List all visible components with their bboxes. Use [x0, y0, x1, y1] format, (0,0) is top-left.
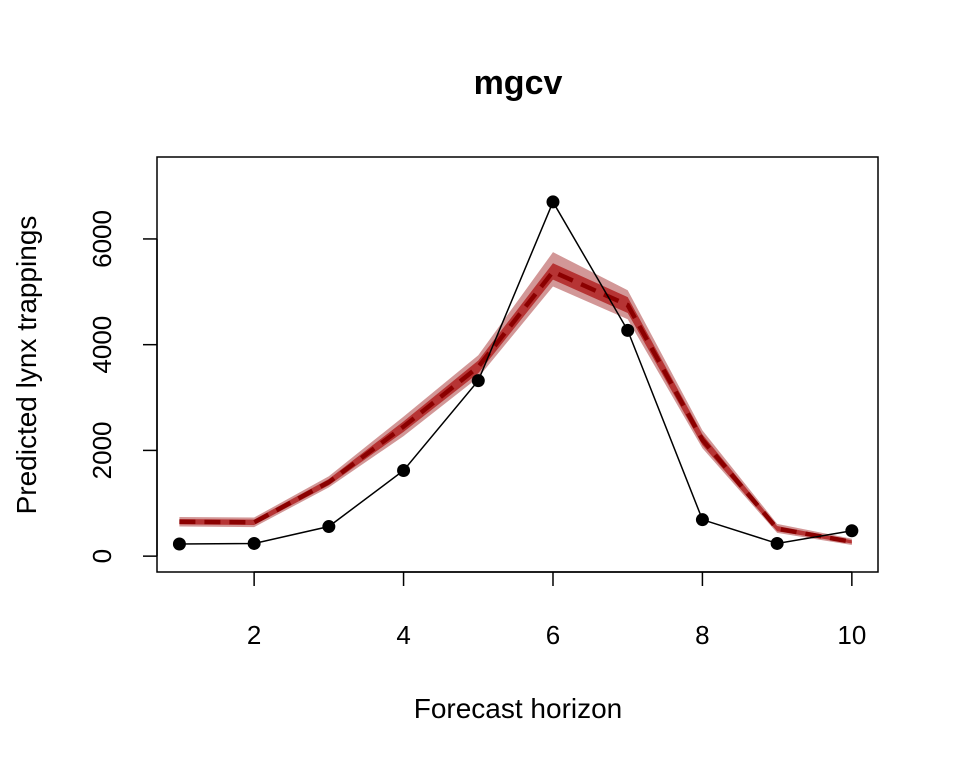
chart-title: mgcv	[474, 64, 563, 102]
forecast-lines	[179, 200, 853, 545]
observed-point	[845, 524, 859, 538]
x-tick-label: 2	[247, 620, 261, 650]
x-tick-label: 8	[695, 620, 709, 650]
y-axis: 0 2000 4000 6000	[87, 210, 158, 563]
x-tick-label: 6	[546, 620, 560, 650]
x-axis-label: Forecast horizon	[414, 693, 623, 724]
observed-point	[322, 520, 336, 534]
y-tick-label: 2000	[87, 421, 117, 479]
plot-box	[156, 156, 879, 573]
observed-point	[621, 323, 635, 337]
x-tick-label: 4	[396, 620, 410, 650]
observed-line	[179, 200, 852, 545]
observed-point	[471, 374, 485, 388]
x-tick-label: 10	[837, 620, 866, 650]
forecast-intervals	[179, 252, 852, 546]
x-axis: 2 4 6 8 10	[247, 571, 866, 650]
observed-point	[397, 463, 411, 477]
forecast-median-line	[179, 268, 853, 545]
observed-point	[546, 195, 560, 209]
y-tick-label: 0	[87, 549, 117, 563]
observed-points	[172, 195, 859, 551]
y-axis-label: Predicted lynx trappings	[11, 216, 42, 515]
observed-point	[770, 536, 784, 550]
observed-point	[247, 536, 261, 550]
observed-point	[172, 537, 186, 551]
observed-point	[695, 513, 709, 527]
y-tick-label: 4000	[87, 316, 117, 374]
y-tick-label: 6000	[87, 210, 117, 268]
